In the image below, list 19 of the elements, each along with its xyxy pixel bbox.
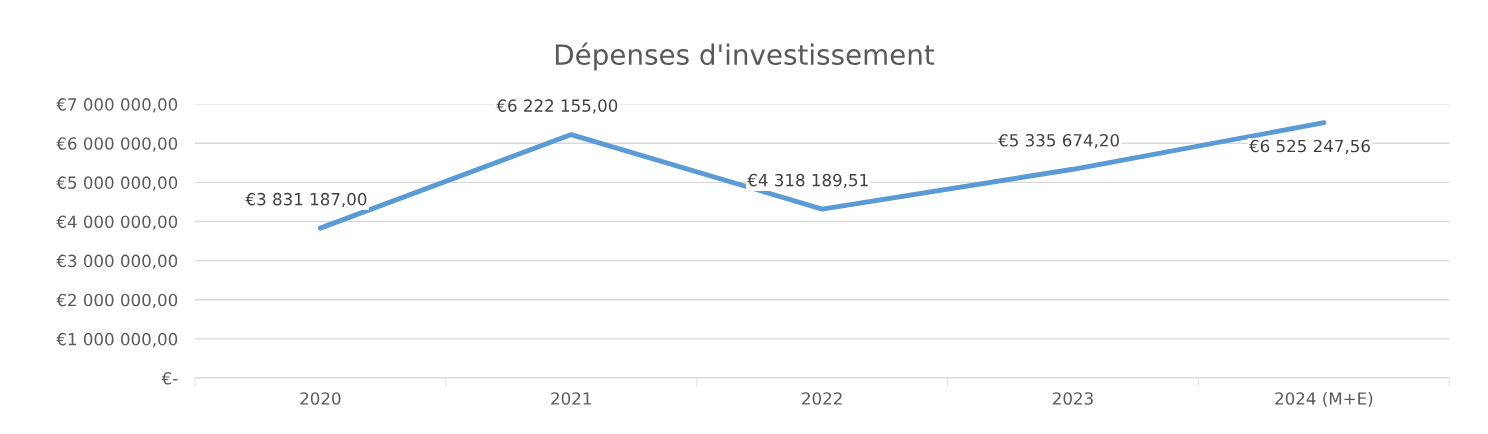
y-tick-label: €- — [161, 371, 178, 385]
x-tick-label: 2020 — [300, 392, 341, 405]
x-tick-label: 2024 (M+E) — [1275, 391, 1373, 407]
y-tick-label: €3 000 000,00 — [56, 254, 178, 269]
data-label: €3 831 187,00 — [245, 192, 367, 208]
data-label: €6 525 247,56 — [1249, 139, 1370, 154]
y-tick-label: €6 000 000,00 — [56, 137, 178, 152]
y-tick-label: €7 000 000,00 — [56, 98, 178, 113]
y-tick-label: €5 000 000,00 — [56, 176, 178, 191]
y-tick-label: €4 000 000,00 — [56, 215, 178, 230]
data-label: €4 318 189,51 — [747, 173, 868, 189]
data-label: €6 222 155,00 — [496, 99, 618, 114]
data-label: €5 335 674,20 — [998, 133, 1119, 149]
x-tick-label: 2021 — [551, 392, 591, 405]
x-tick-label: 2023 — [1053, 392, 1093, 405]
chart-title: Dépenses d'investissement — [555, 42, 935, 71]
y-tick-label: €2 000 000,00 — [56, 293, 178, 309]
y-tick-label: €1 000 000,00 — [56, 332, 178, 348]
x-tick-label: 2022 — [802, 392, 842, 405]
